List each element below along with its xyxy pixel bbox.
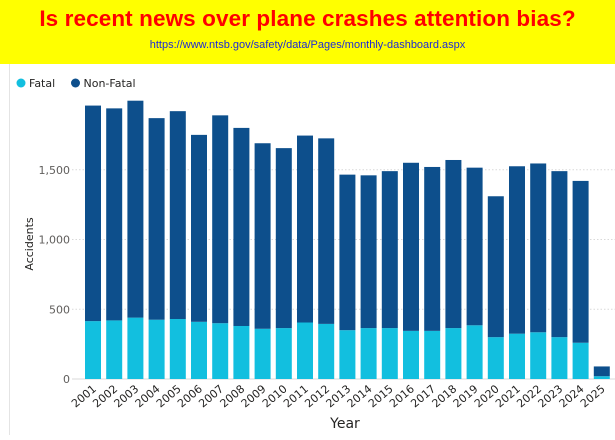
bar-fatal-2022 [530,332,547,379]
y-axis-ticks: 0 500 1,000 1,500 [39,164,71,386]
bar-non-fatal-2003 [127,100,144,318]
bar-non-fatal-2006 [191,134,207,322]
bar-fatal-2015 [381,328,398,379]
bar-non-fatal-2011 [297,135,313,323]
bar-fatal-2012 [318,323,335,379]
bar-non-fatal-2009 [254,143,271,329]
bar-fatal-2025 [593,376,610,379]
bar-non-fatal-2008 [233,127,250,326]
bar-non-fatal-2007 [212,115,229,324]
bar-non-fatal-2004 [148,118,165,320]
bar-fatal-2013 [339,330,356,379]
bar-non-fatal-2013 [339,174,356,331]
bar-non-fatal-2023 [551,171,568,338]
bar-fatal-2014 [360,328,377,379]
bar-non-fatal-2020 [487,196,504,338]
y-tick-label: 0 [63,373,70,386]
x-axis-ticks: 2001200220032004200520062007200820092010… [69,382,608,410]
bar-fatal-2007 [212,323,229,379]
bar-fatal-2006 [191,321,207,379]
bar-non-fatal-2025 [593,366,610,377]
y-tick-label: 500 [49,303,70,316]
legend-label-1: Non-Fatal [84,77,136,90]
legend: Fatal Non-Fatal [16,77,136,90]
bar-non-fatal-2005 [169,111,186,320]
x-tick-label: 2025 [578,382,608,410]
bar-fatal-2005 [169,319,186,379]
bar-fatal-2021 [509,333,525,379]
bar-non-fatal-2024 [572,180,589,343]
bar-fatal-2019 [466,325,483,379]
y-tick-label: 1,500 [39,164,71,177]
bar-fatal-2003 [127,317,144,379]
bar-fatal-2011 [297,322,313,379]
bar-fatal-2024 [572,342,589,379]
bar-non-fatal-2019 [466,167,483,326]
title-banner: Is recent news over plane crashes attent… [0,0,615,64]
bar-non-fatal-2015 [381,171,398,329]
bar-fatal-2008 [233,325,250,379]
chart-panel: Fatal Non-Fatal 0 500 1,000 1,500 2001 2002 20… [9,64,615,435]
bar-fatal-2018 [445,328,462,379]
bar-non-fatal-2017 [424,166,441,331]
legend-marker-0 [16,78,26,88]
bar-fatal-2020 [487,337,504,379]
bar-fatal-2017 [424,330,441,379]
stacked-bar-chart: Fatal Non-Fatal 0 500 1,000 1,500 2001200220… [16,77,615,432]
bar-non-fatal-2021 [509,166,525,334]
legend-label-0: Fatal [29,77,55,90]
bar-non-fatal-2002 [106,108,123,321]
bar-fatal-2016 [403,330,419,379]
page-title: Is recent news over plane crashes attent… [39,6,576,31]
bar-fatal-2009 [254,328,271,379]
bar-non-fatal-2022 [530,163,547,333]
bar-non-fatal-2018 [445,159,462,329]
bar-fatal-2023 [551,337,568,379]
bar-fatal-2001 [85,321,101,379]
source-url: https://www.ntsb.gov/safety/data/Pages/m… [149,39,466,51]
bar-non-fatal-2014 [360,175,377,329]
bar-non-fatal-2016 [403,162,419,331]
bar-non-fatal-2012 [318,138,335,324]
bar-non-fatal-2010 [275,148,292,329]
bar-non-fatal-2001 [85,105,101,322]
bar-fatal-2004 [148,319,165,379]
bar-fatal-2010 [275,328,292,379]
bars [85,100,610,379]
y-tick-label: 1,000 [39,234,71,247]
legend-marker-1 [71,78,80,88]
x-axis-label: Year [329,416,360,432]
bar-fatal-2002 [106,320,123,379]
y-axis-label: Accidents [23,217,36,271]
